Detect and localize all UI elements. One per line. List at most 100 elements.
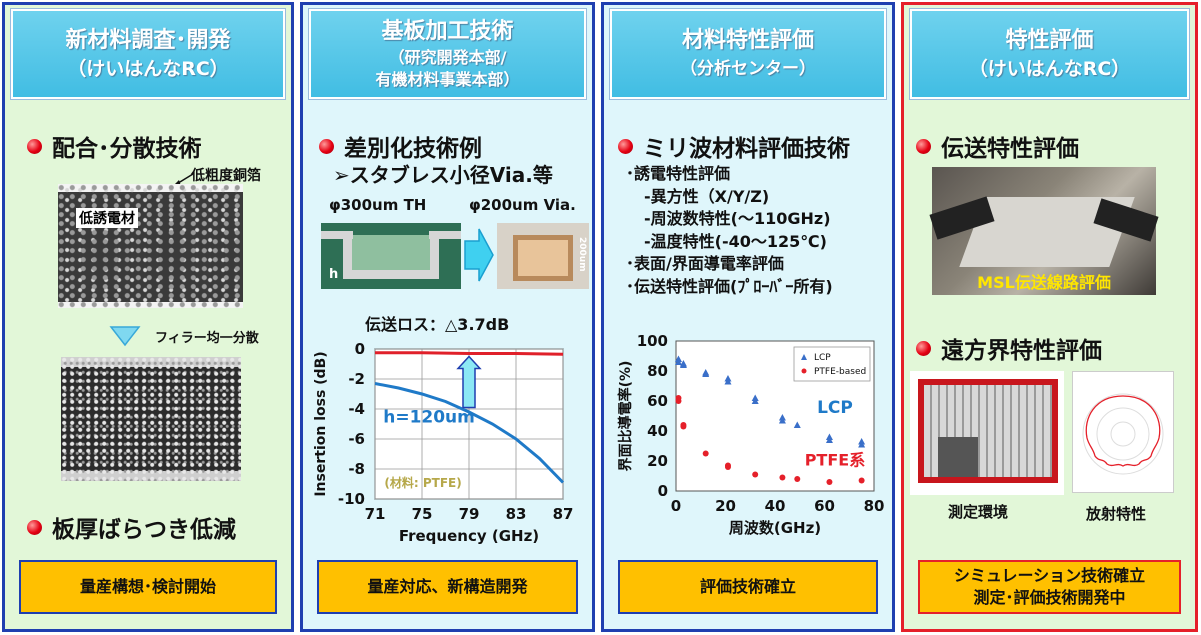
data-point-lcp — [778, 417, 786, 424]
loss-title: 伝送ロス：△3.7dB — [365, 315, 510, 334]
header-subtitle: （けいはんなRC） — [67, 58, 229, 80]
header-characteristic: 特性評価 （けいはんなRC） — [910, 9, 1189, 99]
list-item: ･誘電特性評価 — [626, 164, 731, 183]
status-line-1: シミュレーション技術確立 — [953, 566, 1146, 585]
bullet-label: 差別化技術例 — [344, 136, 482, 162]
list-item: ･表面/界面導電率評価 — [626, 254, 784, 273]
red-bullet-icon — [27, 138, 42, 154]
y-tick-label: -6 — [348, 430, 365, 448]
data-point-lcp — [858, 441, 866, 448]
list-item: -周波数特性(～110GHz) — [644, 209, 831, 228]
y-axis-label: 界面比導電率(%) — [617, 361, 634, 472]
status-box: 量産構想･検討開始 — [19, 560, 277, 614]
legend-label-lcp: LCP — [814, 353, 831, 363]
data-point-lcp — [702, 370, 710, 377]
data-point-ptfe — [675, 398, 682, 404]
header-title: 材料特性評価 — [681, 28, 814, 53]
radiation-pattern-image — [1072, 371, 1174, 493]
up-arrow-icon — [456, 355, 482, 409]
label-low-dielectric: 低誘電材 — [76, 208, 138, 228]
data-point-ptfe — [858, 477, 865, 484]
bullet-thickness: 板厚ばらつき低減 — [27, 510, 236, 544]
y-tick-label: -10 — [338, 490, 365, 508]
y-tick-label: -2 — [348, 370, 365, 388]
bullet-transmission: 伝送特性評価 — [916, 129, 1079, 163]
red-bullet-icon — [916, 340, 931, 356]
data-point-ptfe — [724, 464, 731, 470]
y-tick-label: 100 — [637, 332, 668, 350]
y-tick-label: -8 — [348, 460, 365, 478]
x-axis-label: 周波数(GHz) — [729, 519, 821, 537]
y-axis-label: Insertion loss (dB) — [313, 351, 329, 496]
bullet-label: ミリ波材料評価技術 — [643, 136, 850, 162]
cross-section-photo-before: 低誘電材 — [58, 184, 243, 308]
list-item: ･伝送特性評価(ﾌﾟﾛｰﾊﾞｰ所有) — [626, 276, 833, 296]
header-subtitle: （分析センター） — [680, 59, 816, 79]
y-tick-label: 80 — [647, 362, 668, 380]
data-point-lcp — [793, 421, 801, 428]
red-bullet-icon — [319, 138, 334, 154]
header-subtitle: （けいはんなRC） — [968, 58, 1131, 80]
legend-label-ptfe: PTFE-based — [814, 367, 866, 377]
list-item: -異方性（X/Y/Z) — [644, 186, 770, 206]
cross-section-photo-after — [61, 357, 241, 481]
x-tick-label: 80 — [864, 497, 885, 515]
label-200um: 200um — [577, 237, 587, 272]
data-point-ptfe — [752, 471, 759, 478]
data-point-ptfe — [779, 474, 786, 481]
data-point-ptfe — [826, 479, 833, 485]
bullet-compounding: 配合･分散技術 — [27, 129, 202, 163]
x-tick-label: 79 — [459, 505, 480, 523]
x-axis-label: Frequency (GHz) — [399, 527, 539, 545]
radiation-pattern-plot — [1082, 393, 1164, 475]
label-h: h — [329, 267, 339, 282]
eval-list: ･誘電特性評価 -異方性（X/Y/Z) -周波数特性(～110GHz) -温度特… — [626, 163, 833, 298]
header-substrate: 基板加工技術 （研究開発本部/ 有機材料事業本部） — [309, 9, 586, 99]
probe-station-photo: MSL伝送線路評価 — [929, 167, 1159, 295]
status-box: 量産対応、新構造開発 — [317, 560, 578, 614]
legend-marker-ptfe — [801, 368, 807, 374]
legend-marker-lcp — [801, 354, 807, 360]
x-tick-label: 75 — [412, 505, 433, 523]
status-box: 評価技術確立 — [618, 560, 878, 614]
bullet-label: 配合･分散技術 — [52, 136, 202, 162]
data-point-lcp — [751, 397, 759, 404]
data-point-lcp — [825, 436, 833, 443]
interface-conductivity-chart: 0 20 40 60 80 0 20 40 60 80 100 周波数(GHz) 界面比導電率(%) LC… — [617, 332, 885, 537]
series-line — [374, 382, 565, 484]
header-subtitle-1: （研究開発本部/ — [388, 48, 507, 67]
x-tick-label: 40 — [765, 497, 786, 515]
red-bullet-icon — [27, 519, 42, 535]
header-new-materials: 新材料調査･開発 （けいはんなRC） — [11, 9, 285, 99]
label-filler-dispersion: フィラー均一分散 — [155, 331, 259, 346]
label-lcp: LCP — [817, 398, 853, 418]
header-subtitle-2: 有機材料事業本部） — [375, 70, 520, 89]
y-tick-label: -4 — [348, 400, 365, 418]
down-arrow-icon — [109, 326, 141, 347]
red-bullet-icon — [618, 138, 633, 154]
y-tick-label: 0 — [355, 340, 365, 358]
red-bullet-icon — [916, 138, 931, 154]
anechoic-chamber-image — [910, 371, 1064, 495]
legend-box — [793, 346, 871, 382]
y-tick-label: 40 — [647, 422, 668, 440]
y-tick-label: 20 — [647, 452, 668, 470]
caption-radiation: 放射特性 — [1086, 505, 1147, 523]
header-title: 特性評価 — [1005, 28, 1094, 53]
x-tick-label: 60 — [814, 497, 835, 515]
insertion-loss-chart: 71 75 79 83 87 0 -2 -4 -6 -8 -10 Frequency (GHz) Ins… — [313, 340, 574, 545]
header-title: 新材料調査･開発 — [65, 28, 231, 53]
column-substrate-processing: 基板加工技術 （研究開発本部/ 有機材料事業本部） 差別化技術例 ➢スタブレス小… — [300, 2, 595, 632]
bullet-label: 板厚ばらつき低減 — [52, 517, 236, 543]
data-point-ptfe — [702, 450, 709, 457]
legend: LCP PTFE-based — [793, 346, 871, 382]
sub-stubless-via: ➢スタブレス小径Via.等 — [333, 163, 553, 187]
data-point-lcp — [674, 358, 682, 365]
right-arrow-icon — [464, 228, 494, 282]
bullet-mmwave: ミリ波材料評価技術 — [618, 129, 850, 163]
annotation-material: (材料: PTFE) — [384, 475, 461, 490]
x-tick-label: 71 — [365, 505, 386, 523]
status-box: シミュレーション技術確立 測定･評価技術開発中 — [918, 560, 1181, 614]
x-tick-label: 87 — [553, 505, 574, 523]
label-300um-th: φ300um TH — [329, 196, 427, 214]
